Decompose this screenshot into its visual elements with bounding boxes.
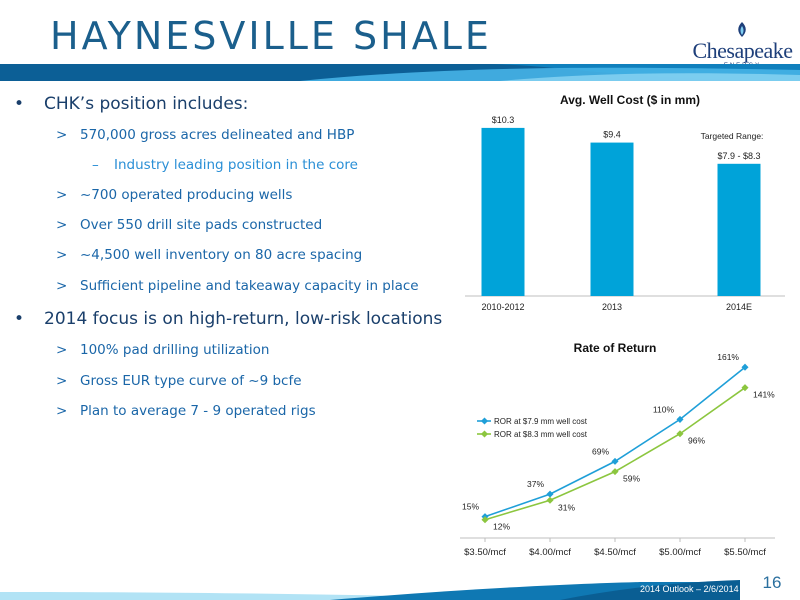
bullet-text: CHK’s position includes: (44, 94, 249, 114)
bar-2014E (717, 163, 761, 296)
header-band (0, 64, 800, 81)
series-data-label: 15% (462, 502, 479, 512)
series-point (481, 516, 489, 524)
sub-bullet-marker: > (56, 373, 68, 389)
sub-bullet-text: 100% pad drilling utilization (80, 342, 270, 358)
sub-bullet-text: Sufficient pipeline and takeaway capacit… (80, 278, 419, 294)
well-cost-bar-chart: Avg. Well Cost ($ in mm) $10.3 2010-2012 $… (465, 93, 785, 312)
series-data-label: 37% (527, 479, 544, 489)
sub-bullet-marker: > (56, 187, 68, 203)
bullet-text: 2014 focus is on high-return, low-risk l… (44, 309, 443, 329)
legend-label: ROR at $8.3 mm well cost (494, 430, 588, 439)
legend-label: ROR at $7.9 mm well cost (494, 417, 588, 426)
bar-category-label: 2013 (602, 302, 622, 312)
x-tick-label: $4.50/mcf (594, 547, 636, 558)
series-data-label: 110% (653, 404, 675, 414)
sub-bullet-marker: > (56, 342, 68, 358)
line-chart-title: Rate of Return (574, 341, 657, 355)
bar-category-label: 2014E (726, 302, 752, 312)
bar-value-label: $10.3 (492, 115, 515, 125)
x-tick-label: $5.50/mcf (724, 547, 766, 558)
series-data-label: 96% (688, 436, 705, 446)
sub-bullet-text: Plan to average 7 - 9 operated rigs (80, 403, 316, 419)
series-point (546, 496, 554, 504)
sub-sub-bullet-marker: – (92, 157, 99, 173)
series-point (676, 415, 684, 423)
series-data-label: 161% (717, 352, 739, 362)
rate-of-return-line-chart: Rate of Return $3.50/mcf $4.00/mcf $4.50/m… (460, 341, 775, 558)
footer-band (0, 570, 800, 600)
x-tick-label: $4.00/mcf (529, 547, 571, 558)
series-point (611, 468, 619, 476)
series-point (741, 363, 749, 371)
bar-value-label: $7.9 - $8.3 (717, 151, 760, 161)
x-tick-label: $5.00/mcf (659, 547, 701, 558)
sub-bullet-text: ~4,500 well inventory on 80 acre spacing (80, 247, 363, 263)
targeted-range-annotation: Targeted Range: (701, 131, 764, 141)
x-tick-label: $3.50/mcf (464, 547, 506, 558)
sub-bullet-marker: > (56, 127, 68, 143)
series-point (611, 457, 619, 465)
sub-sub-bullet-text: Industry leading position in the core (114, 157, 358, 173)
page-title: HAYNESVILLE SHALE (50, 14, 492, 58)
bar-category-label: 2010-2012 (481, 302, 524, 312)
series-point (546, 490, 554, 498)
bar-chart-title: Avg. Well Cost ($ in mm) (560, 93, 700, 107)
series-data-label: 141% (753, 390, 775, 400)
page-number: 16 (762, 573, 782, 592)
series-data-label: 69% (592, 446, 609, 456)
series-data-label: 59% (623, 474, 640, 484)
sub-bullet-text: Gross EUR type curve of ~9 bcfe (80, 373, 302, 389)
sub-bullet-marker: > (56, 403, 68, 419)
series-line-2 (484, 387, 746, 521)
series-line-1 (484, 366, 746, 518)
logo-wordmark: Chesapeake (692, 38, 793, 63)
bar-2010-2012 (481, 127, 525, 296)
bullet-dot: • (14, 94, 25, 114)
sub-bullet-text: Over 550 drill site pads constructed (80, 217, 323, 233)
sub-bullet-marker: > (56, 247, 68, 263)
series-data-label: 31% (558, 502, 575, 512)
sub-bullet-text: 570,000 gross acres delineated and HBP (80, 127, 355, 143)
sub-bullet-text: ~700 operated producing wells (80, 187, 293, 203)
legend-marker (480, 417, 489, 425)
bullet-dot: • (14, 309, 25, 329)
flame-icon (738, 22, 746, 37)
series-data-label: 12% (493, 522, 510, 532)
sub-bullet-marker: > (56, 278, 68, 294)
legend-marker (480, 430, 489, 438)
sub-bullet-marker: > (56, 217, 68, 233)
series-point (676, 430, 684, 438)
bar-2013 (590, 142, 634, 296)
footer-date: 2014 Outlook – 2/6/2014 (640, 584, 739, 594)
bar-value-label: $9.4 (603, 130, 621, 140)
